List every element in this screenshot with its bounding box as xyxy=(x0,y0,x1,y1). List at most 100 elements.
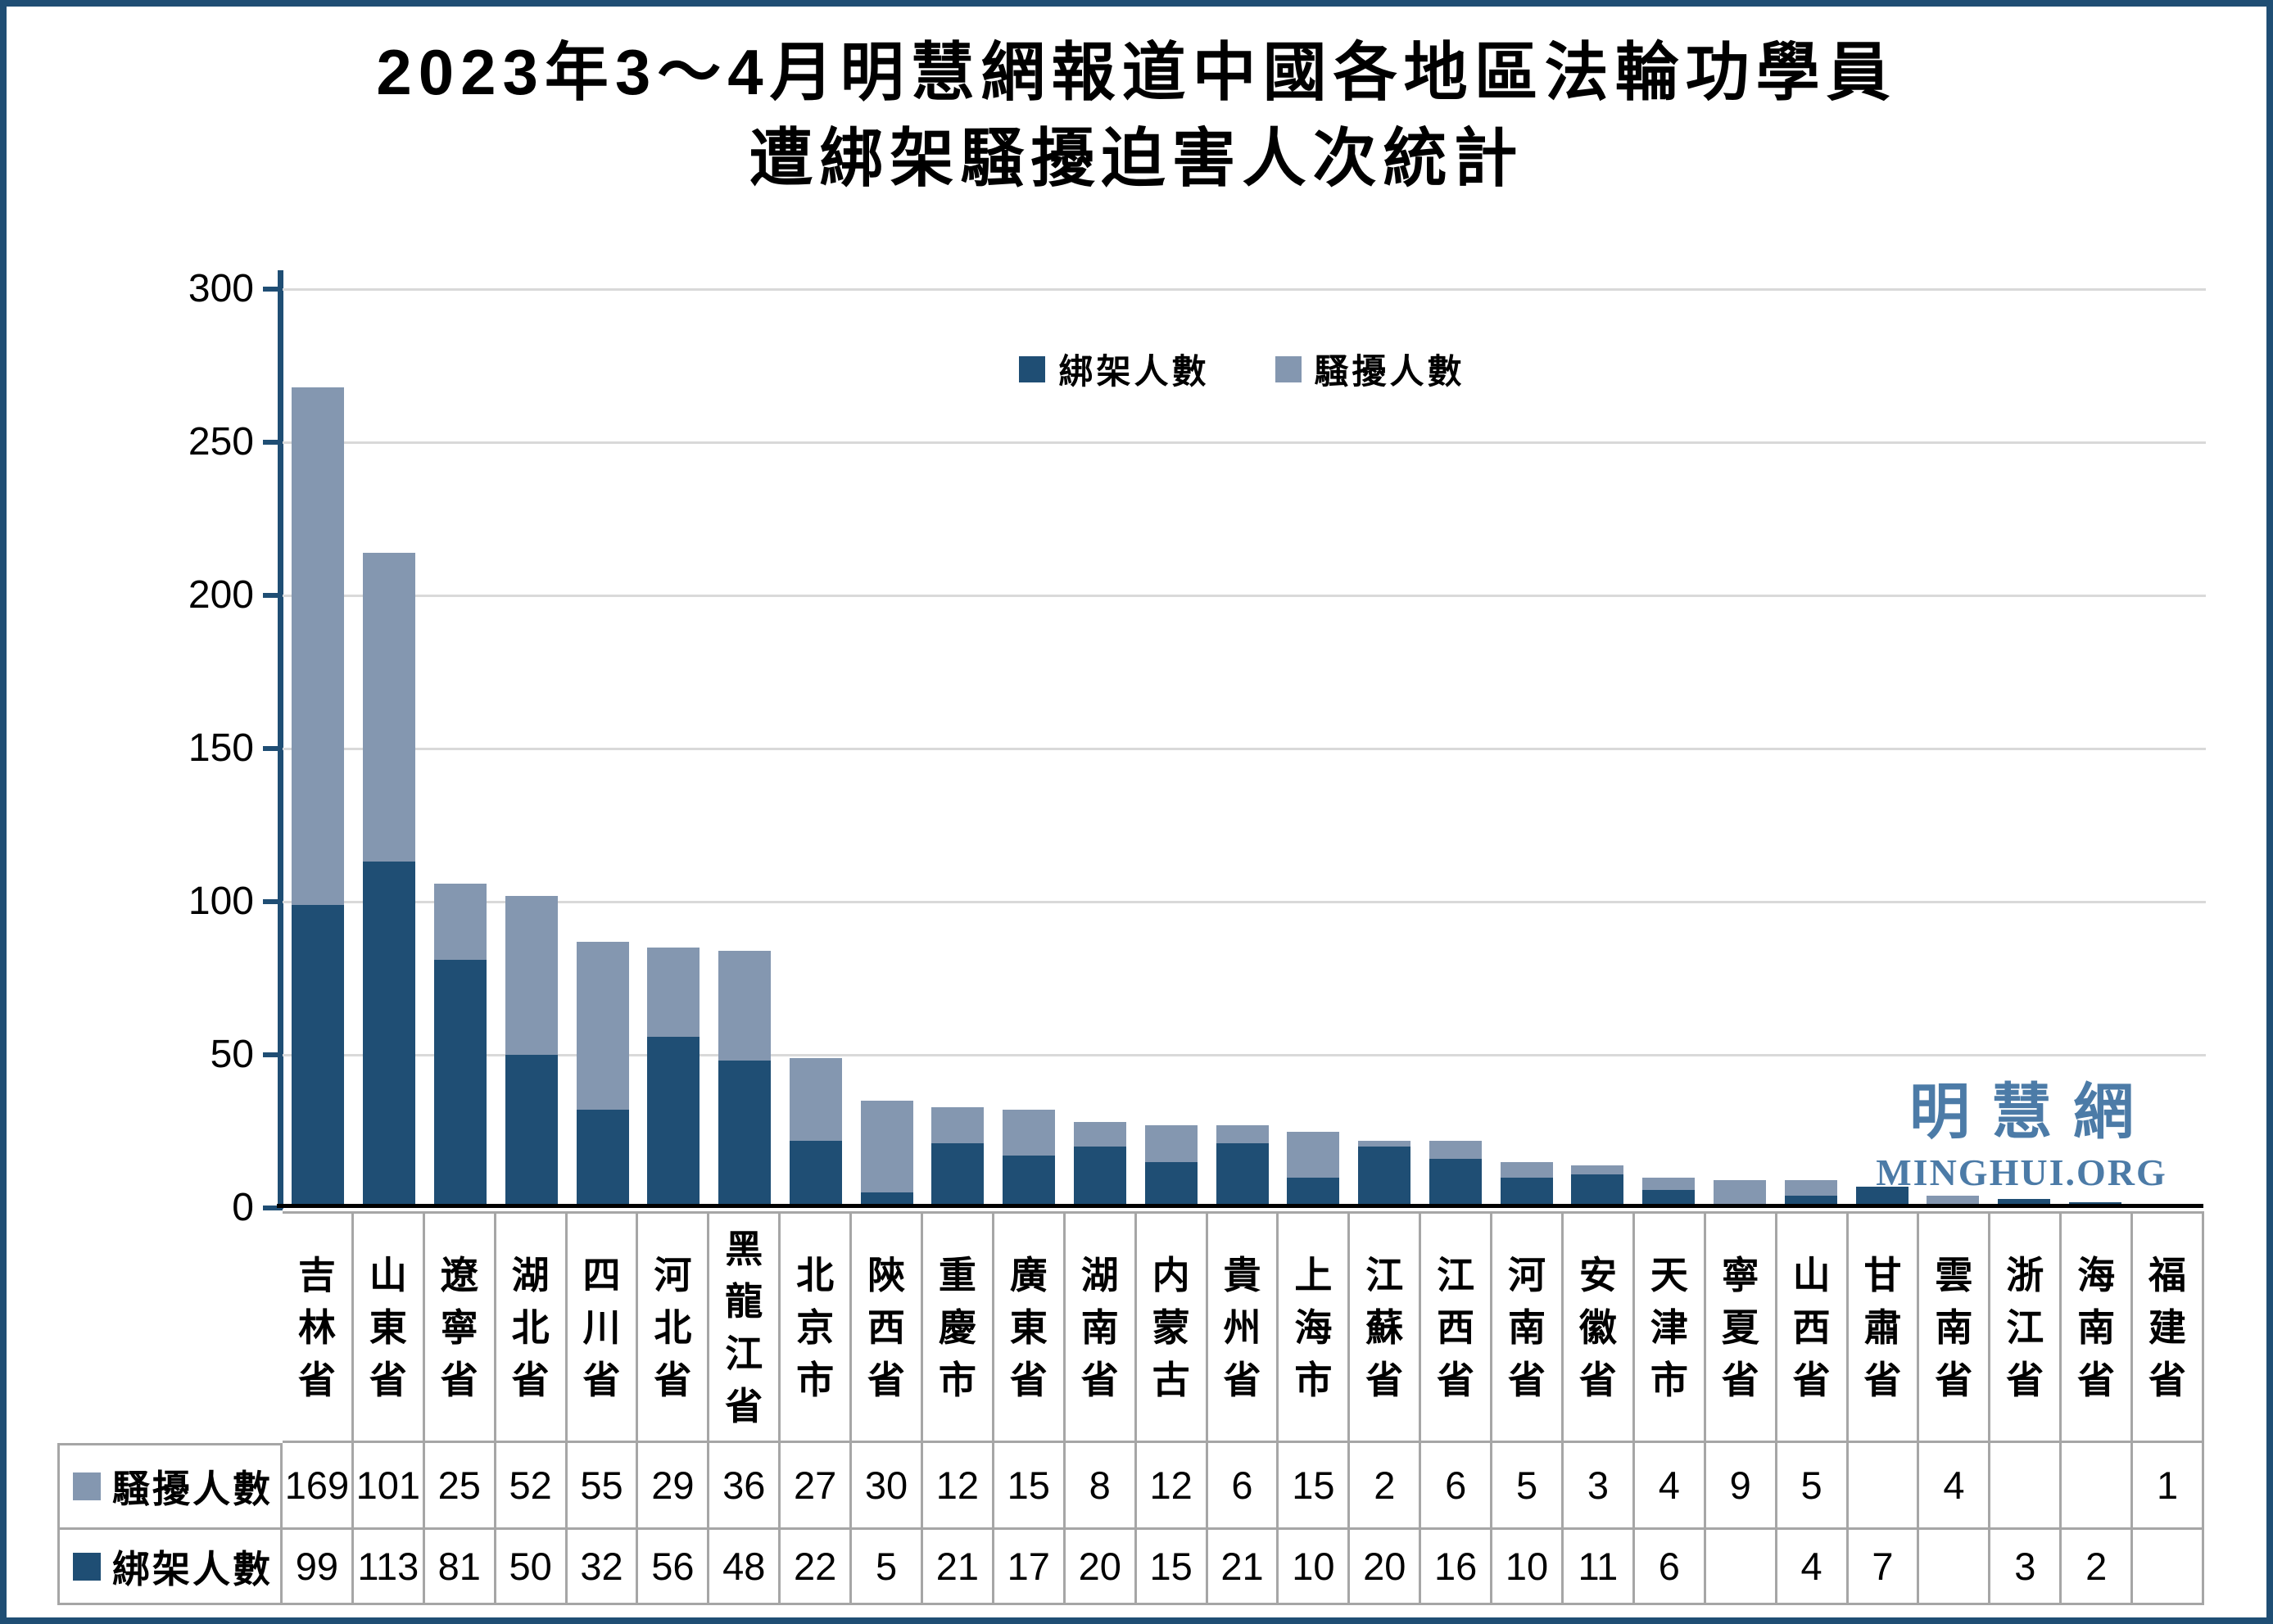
watermark-cjk: 明慧網 xyxy=(1909,1079,2155,1147)
category-char: 南 xyxy=(1935,1305,1973,1349)
bar-江西省-綁架人數 xyxy=(1429,1159,1482,1208)
category-char: 内 xyxy=(1152,1253,1190,1296)
bar-河北省-騷擾人數 xyxy=(647,948,700,1037)
gridline-200 xyxy=(283,595,2206,597)
category-char: 黑 xyxy=(725,1227,763,1270)
category-row: 吉林省山東省遼寧省湖北省四川省河北省黑龍江省北京市陝西省重慶市廣東省湖南省内蒙古… xyxy=(57,1211,2204,1443)
value-綁架人數-浙江省: 3 xyxy=(1990,1530,2062,1605)
category-char: 建 xyxy=(2148,1305,2187,1349)
category-char: 古 xyxy=(1152,1358,1190,1401)
bar-遼寧省-綁架人數 xyxy=(433,960,487,1208)
bar-湖南省-騷擾人數 xyxy=(1073,1122,1126,1147)
category-char: 市 xyxy=(796,1358,835,1401)
bar-天津市-綁架人數 xyxy=(1642,1189,1696,1208)
category-char: 市 xyxy=(938,1358,976,1401)
category-char: 廣 xyxy=(1009,1253,1048,1296)
category-char: 海 xyxy=(2077,1253,2116,1296)
category-char: 東 xyxy=(1009,1305,1048,1349)
bar-上海市-綁架人數 xyxy=(1287,1177,1340,1208)
category-char: 貴 xyxy=(1223,1253,1261,1296)
bar-黑龍江省-騷擾人數 xyxy=(718,950,772,1061)
legend-item-kidnap: 綁架人數 xyxy=(1019,344,1209,394)
category-char: 四 xyxy=(582,1253,621,1296)
category-char: 津 xyxy=(1650,1305,1688,1349)
value-綁架人數-吉林省: 99 xyxy=(283,1530,354,1605)
category-label-江西省: 江西省 xyxy=(1421,1211,1493,1443)
category-label-廣東省: 廣東省 xyxy=(994,1211,1066,1443)
category-char: 西 xyxy=(1792,1305,1831,1349)
category-char: 江 xyxy=(1365,1253,1404,1296)
category-char: 京 xyxy=(796,1305,835,1349)
bar-河南省-騷擾人數 xyxy=(1500,1161,1553,1178)
category-label-雲南省: 雲南省 xyxy=(1919,1211,1991,1443)
category-char: 省 xyxy=(440,1358,478,1401)
bar-四川省-騷擾人數 xyxy=(576,941,629,1111)
bar-陝西省-騷擾人數 xyxy=(860,1101,913,1193)
category-label-江蘇省: 江蘇省 xyxy=(1350,1211,1422,1443)
chart-title: 2023年3～4月明慧網報道中國各地區法輪功學員 遭綁架騷擾迫害人次統計 xyxy=(7,29,2266,202)
value-騷擾人數-河南省: 5 xyxy=(1492,1443,1564,1530)
category-char: 重 xyxy=(938,1253,976,1296)
category-char: 北 xyxy=(796,1253,835,1296)
plot-area xyxy=(283,288,2206,1208)
bar-山東省-騷擾人數 xyxy=(363,552,416,862)
category-label-河北省: 河北省 xyxy=(638,1211,710,1443)
value-綁架人數-湖北省: 50 xyxy=(496,1530,568,1605)
bar-北京市-騷擾人數 xyxy=(789,1057,842,1141)
bar-四川省-綁架人數 xyxy=(576,1110,629,1208)
bar-黑龍江省-綁架人數 xyxy=(718,1061,772,1208)
category-char: 浙 xyxy=(2006,1253,2044,1296)
category-char: 省 xyxy=(2006,1358,2044,1401)
y-axis-tick xyxy=(263,1052,283,1057)
value-騷擾人數-上海市: 15 xyxy=(1279,1443,1351,1530)
value-綁架人數-上海市: 10 xyxy=(1279,1530,1351,1605)
bar-河南省-綁架人數 xyxy=(1500,1177,1553,1208)
y-axis-label-150: 150 xyxy=(188,726,254,770)
row-header-label: 騷擾人數 xyxy=(112,1468,273,1510)
y-axis-label-300: 300 xyxy=(188,267,254,310)
category-char: 山 xyxy=(369,1253,407,1296)
category-char: 河 xyxy=(1508,1253,1546,1296)
category-char: 吉 xyxy=(297,1253,336,1296)
value-綁架人數-湖南省: 20 xyxy=(1065,1530,1137,1605)
category-label-山西省: 山西省 xyxy=(1777,1211,1849,1443)
category-char: 省 xyxy=(582,1358,621,1401)
row-header-label: 綁架人數 xyxy=(112,1547,273,1590)
value-綁架人數-河北省: 56 xyxy=(638,1530,710,1605)
category-char: 北 xyxy=(511,1305,550,1349)
y-axis-tick xyxy=(263,746,283,751)
category-char: 林 xyxy=(297,1305,336,1349)
category-char: 陝 xyxy=(867,1253,906,1296)
value-騷擾人數-湖南省: 8 xyxy=(1065,1443,1137,1530)
category-label-天津市: 天津市 xyxy=(1634,1211,1706,1443)
value-綁架人數-福建省 xyxy=(2133,1530,2204,1605)
value-騷擾人數-湖北省: 52 xyxy=(496,1443,568,1530)
category-label-貴州省: 貴州省 xyxy=(1207,1211,1279,1443)
value-騷擾人數-浙江省 xyxy=(1990,1443,2062,1530)
category-char: 福 xyxy=(2148,1253,2187,1296)
value-騷擾人數-江蘇省: 2 xyxy=(1350,1443,1422,1530)
category-char: 省 xyxy=(1223,1358,1261,1401)
value-綁架人數-甘肅省: 7 xyxy=(1848,1530,1920,1605)
table-row-騷擾人數: 騷擾人數 169 101 25 52 55 29 36 27 30 12 15 8 12 6 15 2 6 5 3 4 9… xyxy=(57,1443,2204,1530)
x-axis-line xyxy=(277,1204,2203,1208)
bar-上海市-騷擾人數 xyxy=(1287,1131,1340,1178)
bar-江蘇省-綁架人數 xyxy=(1358,1147,1411,1208)
value-綁架人數-廣東省: 17 xyxy=(994,1530,1066,1605)
category-char: 省 xyxy=(1792,1358,1831,1401)
bar-吉林省-綁架人數 xyxy=(292,904,345,1208)
watermark-latin: MINGHUI.ORG xyxy=(1876,1151,2167,1193)
bar-浙江省-綁架人數 xyxy=(1998,1198,2051,1208)
bar-湖南省-綁架人數 xyxy=(1073,1147,1126,1208)
y-axis-tick xyxy=(263,440,283,445)
category-char: 山 xyxy=(1792,1253,1831,1296)
value-綁架人數-安徽省: 11 xyxy=(1563,1530,1635,1605)
category-char: 龍 xyxy=(725,1279,763,1323)
bar-貴州省-騷擾人數 xyxy=(1216,1125,1269,1144)
gridline-250 xyxy=(283,441,2206,444)
bar-天津市-騷擾人數 xyxy=(1642,1177,1696,1190)
table-corner-blank xyxy=(57,1211,283,1443)
category-char: 省 xyxy=(297,1358,336,1401)
category-char: 寧 xyxy=(1721,1253,1759,1296)
category-char: 省 xyxy=(369,1358,407,1401)
